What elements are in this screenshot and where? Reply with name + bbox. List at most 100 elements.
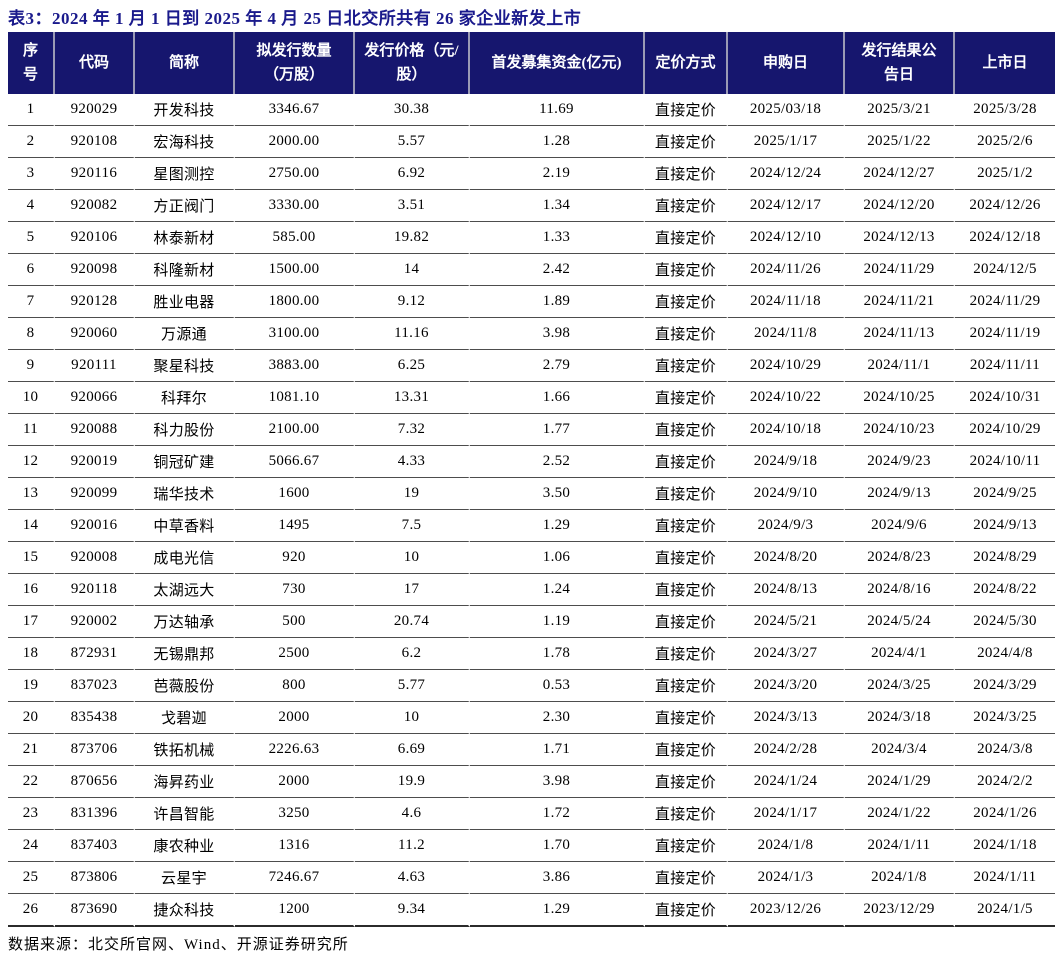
table-cell: 直接定价: [645, 638, 728, 670]
table-cell: 2000: [235, 702, 355, 734]
data-source-note: 数据来源：北交所官网、Wind、开源证券研究所: [8, 937, 349, 953]
table-cell: 1.19: [470, 606, 645, 638]
table-cell: 星图测控: [135, 158, 235, 190]
table-cell: 铁拓机械: [135, 734, 235, 766]
table-cell: 2025/1/17: [728, 126, 845, 158]
table-cell: 6.69: [355, 734, 470, 766]
table-cell: 2000: [235, 766, 355, 798]
table-cell: 2024/11/21: [845, 286, 955, 318]
table-cell: 2024/12/26: [955, 190, 1055, 222]
table-cell: 11.69: [470, 94, 645, 126]
table-cell: 康农种业: [135, 830, 235, 862]
table-cell: 2024/1/8: [728, 830, 845, 862]
table-cell: 872931: [55, 638, 135, 670]
table-row: 6 920098 科隆新材 1500.00 14 2.42 直接定价 2024/11/26 20…: [8, 254, 1055, 286]
table-cell: 3: [8, 158, 55, 190]
table-cell: 14: [355, 254, 470, 286]
table-cell: 873690: [55, 894, 135, 927]
table-cell: 2024/3/13: [728, 702, 845, 734]
table-row: 22 870656 海昇药业 2000 19.9 3.98 直接定价 2024/1/24 202…: [8, 766, 1055, 798]
table-row: 26 873690 捷众科技 1200 9.34 1.29 直接定价 2023/12/26 20…: [8, 894, 1055, 927]
table-cell: 直接定价: [645, 286, 728, 318]
table-cell: 2024/1/5: [955, 894, 1055, 927]
table-cell: 26: [8, 894, 55, 927]
table-cell: 直接定价: [645, 702, 728, 734]
table-cell: 6.2: [355, 638, 470, 670]
table-cell: 直接定价: [645, 862, 728, 894]
table-cell: 2024/9/13: [845, 478, 955, 510]
table-header: 序 号代码 简称 拟发行数量 （万股） 发行价格（元/ 股） 首发募集资金(亿元) 定价方…: [8, 32, 1055, 94]
table-cell: 3100.00: [235, 318, 355, 350]
table-cell: 2024/3/25: [845, 670, 955, 702]
table-cell: 1495: [235, 510, 355, 542]
table-cell: 2024/3/27: [728, 638, 845, 670]
table-title: 表3：2024 年 1 月 1 日到 2025 年 4 月 25 日北交所共有 …: [8, 9, 582, 28]
table-cell: 3.86: [470, 862, 645, 894]
table-cell: 2024/10/31: [955, 382, 1055, 414]
header-row: 序 号代码 简称 拟发行数量 （万股） 发行价格（元/ 股） 首发募集资金(亿元) 定价方…: [8, 32, 1055, 94]
table-row: 17 920002 万达轴承 500 20.74 1.19 直接定价 2024/5/21 202…: [8, 606, 1055, 638]
table-cell: 920116: [55, 158, 135, 190]
table-cell: 1: [8, 94, 55, 126]
column-header: 发行结果公 告日: [845, 32, 955, 94]
table-cell: 2024/10/22: [728, 382, 845, 414]
table-cell: 9.12: [355, 286, 470, 318]
table-cell: 10: [355, 542, 470, 574]
table-cell: 6: [8, 254, 55, 286]
table-cell: 3.98: [470, 766, 645, 798]
table-cell: 800: [235, 670, 355, 702]
table-cell: 宏海科技: [135, 126, 235, 158]
table-cell: 14: [8, 510, 55, 542]
table-cell: 2024/4/1: [845, 638, 955, 670]
table-cell: 2024/11/26: [728, 254, 845, 286]
table-cell: 2.30: [470, 702, 645, 734]
table-cell: 直接定价: [645, 318, 728, 350]
table-cell: 5.57: [355, 126, 470, 158]
table-cell: 2750.00: [235, 158, 355, 190]
table-cell: 3883.00: [235, 350, 355, 382]
table-cell: 920106: [55, 222, 135, 254]
table-cell: 2025/2/6: [955, 126, 1055, 158]
table-cell: 7.32: [355, 414, 470, 446]
table-row: 1 920029 开发科技 3346.67 30.38 11.69 直接定价 2025/03/…: [8, 94, 1055, 126]
table-cell: 920082: [55, 190, 135, 222]
table-cell: 2024/1/8: [845, 862, 955, 894]
column-header: 序 号: [8, 32, 55, 94]
table-cell: 920128: [55, 286, 135, 318]
table-cell: 5: [8, 222, 55, 254]
table-cell: 2500: [235, 638, 355, 670]
table-cell: 2024/9/25: [955, 478, 1055, 510]
table-cell: 2024/10/25: [845, 382, 955, 414]
table-cell: 10: [355, 702, 470, 734]
table-cell: 920029: [55, 94, 135, 126]
table-row: 5 920106 林泰新材 585.00 19.82 1.33 直接定价 2024/12/10…: [8, 222, 1055, 254]
table-cell: 920002: [55, 606, 135, 638]
table-cell: 2024/5/21: [728, 606, 845, 638]
table-cell: 19: [355, 478, 470, 510]
table-cell: 1.77: [470, 414, 645, 446]
table-cell: 直接定价: [645, 158, 728, 190]
table-row: 24 837403 康农种业 1316 11.2 1.70 直接定价 2024/1/8 2024…: [8, 830, 1055, 862]
table-cell: 2025/1/22: [845, 126, 955, 158]
table-cell: 2023/12/29: [845, 894, 955, 927]
table-cell: 开发科技: [135, 94, 235, 126]
table-cell: 1.89: [470, 286, 645, 318]
table-cell: 3250: [235, 798, 355, 830]
table-cell: 2024/12/27: [845, 158, 955, 190]
table-row: 10 920066 科拜尔 1081.10 13.31 1.66 直接定价 2024/10/2…: [8, 382, 1055, 414]
table-cell: 2025/3/28: [955, 94, 1055, 126]
table-cell: 6.25: [355, 350, 470, 382]
table-cell: 11: [8, 414, 55, 446]
column-header: 代码: [55, 32, 135, 94]
table-cell: 11.16: [355, 318, 470, 350]
table-cell: 方正阀门: [135, 190, 235, 222]
table-cell: 1.24: [470, 574, 645, 606]
table-cell: 2024/12/10: [728, 222, 845, 254]
table-cell: 2024/9/13: [955, 510, 1055, 542]
table-cell: 2024/11/11: [955, 350, 1055, 382]
table-cell: 2024/5/24: [845, 606, 955, 638]
table-cell: 2.42: [470, 254, 645, 286]
table-row: 9 920111 聚星科技 3883.00 6.25 2.79 直接定价 2024/10/29…: [8, 350, 1055, 382]
column-header: 拟发行数量 （万股）: [235, 32, 355, 94]
